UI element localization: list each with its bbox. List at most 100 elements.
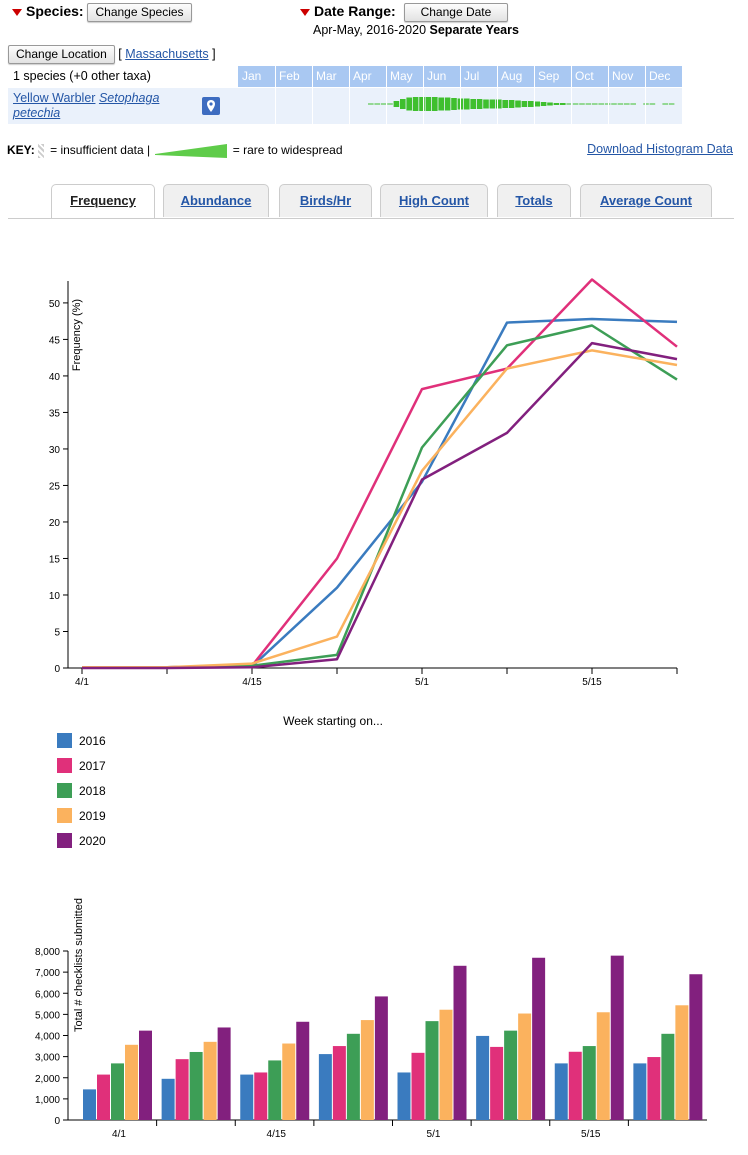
bar-2018: [425, 1021, 439, 1120]
tab-average-count[interactable]: Average Count: [580, 184, 712, 217]
bar-2019: [360, 1020, 374, 1120]
bar-2018: [189, 1051, 203, 1120]
rare-to-widespread-swatch: [155, 144, 228, 158]
bar-chart-histogram: 1 species (+0 other taxa) Yellow Warbler…: [8, 66, 682, 124]
histogram-bar: [572, 103, 579, 105]
histogram-bar: [515, 100, 521, 108]
bar-2019: [518, 1013, 532, 1120]
bar-2017: [490, 1046, 504, 1120]
histogram-bar: [400, 99, 406, 109]
bar-2020: [139, 1030, 152, 1120]
y-tick-label: 0: [54, 1116, 60, 1127]
date-range-label: Date Range:: [314, 3, 396, 19]
location-bracket: [: [118, 47, 122, 61]
histogram-bar: [419, 97, 425, 111]
histogram-bar: [624, 103, 630, 105]
map-pin-icon[interactable]: [202, 97, 220, 115]
species-common-name[interactable]: Yellow Warbler: [13, 91, 96, 105]
histogram-bar: [521, 101, 528, 107]
taxa-count: 1 species (+0 other taxa): [13, 69, 151, 83]
y-tick-label: 0: [54, 664, 60, 675]
tab-frequency[interactable]: Frequency: [51, 184, 155, 218]
histogram-bar: [649, 103, 656, 105]
frequency-line-chart: 0 5 10 15 20 25 30 35 40 45 50 4/1 4/15 5/1 5/15 Freque…: [49, 278, 678, 848]
bar-2018: [346, 1033, 360, 1120]
key-insufficient-text: = insufficient data |: [50, 143, 151, 158]
tab-high-count[interactable]: High Count: [380, 184, 488, 217]
x-tick-label: 4/1: [75, 677, 89, 688]
key-label: KEY:: [7, 143, 35, 158]
bar-2016: [476, 1035, 490, 1120]
y-tick-label: 7,000: [35, 968, 60, 979]
month-label: Mar: [316, 69, 337, 83]
histogram-bar: [470, 99, 476, 109]
month-divider: [497, 66, 498, 124]
month-divider: [460, 66, 461, 124]
legend-swatch-2016: [57, 733, 72, 748]
bar-2020: [217, 1027, 231, 1120]
bar-2018: [111, 1063, 124, 1120]
species-scientific-name[interactable]: Setophaga petechia: [13, 91, 160, 120]
change-location-button[interactable]: Change Location: [8, 45, 115, 64]
histogram-bar: [368, 103, 374, 105]
month-divider: [645, 66, 646, 124]
bar-2018: [582, 1046, 596, 1120]
histogram-bar: [560, 103, 566, 105]
month-divider: [386, 66, 387, 124]
legend-swatch-2019: [57, 808, 72, 823]
histogram-bar: [611, 103, 617, 105]
month-label: Apr: [353, 69, 372, 83]
bar-2019: [439, 1009, 453, 1120]
month-divider: [534, 66, 535, 124]
dropdown-triangle-icon[interactable]: [12, 8, 22, 16]
bar-2020: [610, 955, 624, 1120]
histogram-bar: [662, 103, 668, 105]
histogram-bar: [451, 98, 457, 110]
bar-2017: [97, 1074, 110, 1120]
tab-totals[interactable]: Totals: [497, 184, 571, 217]
bar-2016: [240, 1074, 254, 1120]
change-date-button[interactable]: Change Date: [403, 3, 509, 22]
month-divider: [349, 66, 350, 124]
location-link[interactable]: Massachusetts: [125, 47, 209, 61]
x-tick-label: 4/15: [267, 1129, 287, 1140]
species-row: [8, 88, 682, 124]
change-species-button[interactable]: Change Species: [87, 3, 192, 22]
dropdown-triangle-icon[interactable]: [300, 8, 310, 16]
bar-2020: [532, 957, 546, 1120]
bar-2016: [83, 1089, 96, 1120]
insufficient-data-swatch: [37, 144, 44, 158]
date-mode: Separate Years: [429, 23, 519, 37]
y-tick-label: 15: [49, 554, 61, 565]
download-histogram-link[interactable]: Download Histogram Data: [587, 142, 733, 156]
date-range-value: Apr-May, 2016-2020: [313, 23, 427, 37]
legend-label-2019: 2019: [79, 809, 106, 823]
histogram-bar: [476, 99, 483, 109]
month-divider: [312, 66, 313, 124]
month-label: Feb: [279, 69, 300, 83]
histogram-bar: [579, 103, 585, 105]
tab-birds-hr[interactable]: Birds/Hr: [279, 184, 372, 217]
histogram-bar: [483, 99, 489, 109]
y-tick-label: 4,000: [35, 1032, 60, 1043]
species-link[interactable]: Yellow Warbler Setophaga petechia: [13, 91, 193, 121]
histogram-bar: [585, 103, 592, 105]
histogram-bar: [553, 103, 560, 105]
chart-tabs: Frequency Abundance Birds/Hr High Count …: [8, 184, 734, 219]
y-tick-label: 8,000: [35, 947, 60, 958]
bar-2016: [161, 1078, 175, 1120]
month-label: Aug: [501, 69, 523, 83]
month-divider: [423, 66, 424, 124]
month-label: Dec: [649, 69, 671, 83]
month-label: Sep: [538, 69, 560, 83]
histogram-bar: [464, 98, 470, 110]
histogram-bar: [412, 97, 419, 111]
bar-2020: [374, 996, 388, 1120]
location-row: Change Location [ Massachusetts ]: [8, 45, 216, 64]
bar-2019: [282, 1043, 296, 1120]
x-axis-label: Week starting on...: [283, 714, 383, 728]
y-tick-label: 2,000: [35, 1074, 60, 1085]
histogram-bar: [617, 103, 624, 105]
histogram-bar: [630, 103, 636, 105]
tab-abundance[interactable]: Abundance: [163, 184, 269, 217]
